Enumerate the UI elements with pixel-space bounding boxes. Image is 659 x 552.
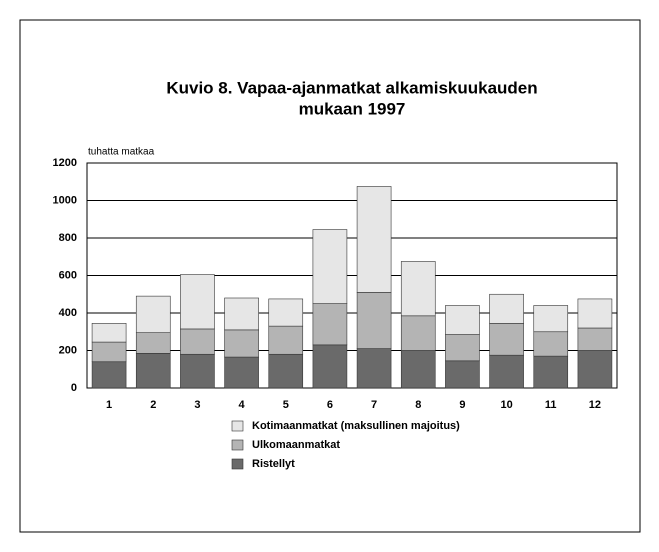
bar-segment: [445, 334, 480, 362]
bar-segment: [356, 348, 392, 389]
bar-segment: [180, 353, 215, 389]
plot-border: [86, 162, 618, 389]
bar-segment: [224, 356, 259, 389]
bar-segment: [489, 354, 524, 389]
bar-segment: [135, 295, 171, 333]
x-tick-label: 6: [327, 399, 333, 411]
bar-segment: [533, 331, 569, 357]
bar-segment: [268, 325, 304, 355]
legend-label: Kotimaanmatkat (maksullinen majoitus): [252, 420, 460, 432]
y-tick-label: 400: [59, 307, 77, 319]
y-tick-label: 800: [59, 232, 77, 244]
bar-segment: [577, 327, 613, 351]
bar-segment: [445, 305, 480, 335]
bar-segment: [268, 353, 304, 389]
bar-segment: [533, 355, 569, 389]
bar-segment: [312, 344, 348, 389]
bar-segment: [224, 297, 259, 331]
bar-segment: [91, 361, 127, 389]
legend-swatch: [231, 458, 244, 470]
bar-segment: [445, 360, 480, 389]
bar-segment: [135, 332, 171, 354]
bar-segment: [91, 341, 127, 363]
bar-segment: [312, 229, 348, 304]
bar-segment: [489, 293, 524, 324]
y-tick-label: 200: [59, 344, 77, 356]
bar-segment: [135, 353, 171, 389]
y-tick-label: 1000: [53, 194, 77, 206]
x-tick-label: 5: [283, 399, 289, 411]
bar-segment: [400, 315, 436, 351]
x-tick-label: 1: [106, 399, 112, 411]
legend-label: Ulkomaanmatkat: [252, 439, 340, 451]
bar-segment: [91, 323, 127, 343]
bar-segment: [489, 323, 524, 356]
bar-segment: [356, 186, 392, 293]
chart-title: Kuvio 8. Vapaa-ajanmatkat alkamiskuukaud…: [166, 78, 537, 97]
bar-segment: [577, 350, 613, 389]
x-tick-label: 11: [545, 399, 557, 411]
bar-segment: [312, 303, 348, 346]
bar-segment: [400, 261, 436, 317]
bar-segment: [224, 329, 259, 358]
y-tick-label: 0: [71, 382, 77, 394]
x-tick-label: 2: [150, 399, 156, 411]
x-tick-label: 9: [459, 399, 465, 411]
x-tick-label: 7: [371, 399, 377, 411]
bar-segment: [268, 298, 304, 327]
bar-segment: [400, 350, 436, 389]
y-axis-label: tuhatta matkaa: [88, 147, 155, 158]
y-tick-label: 1200: [53, 157, 77, 169]
x-tick-label: 8: [415, 399, 421, 411]
x-tick-label: 4: [239, 399, 246, 411]
frame: [19, 19, 641, 533]
bar-segment: [356, 292, 392, 349]
chart-title: mukaan 1997: [299, 99, 406, 118]
bar-segment: [533, 305, 569, 333]
bar-segment: [577, 298, 613, 329]
legend-swatch: [231, 439, 244, 451]
y-tick-label: 600: [59, 269, 77, 281]
x-tick-label: 10: [500, 399, 512, 411]
bar-segment: [180, 328, 215, 355]
legend-swatch: [231, 420, 244, 432]
bar-segment: [180, 274, 215, 330]
legend-label: Ristellyt: [252, 458, 295, 470]
x-tick-label: 3: [194, 399, 200, 411]
x-tick-label: 12: [589, 399, 601, 411]
